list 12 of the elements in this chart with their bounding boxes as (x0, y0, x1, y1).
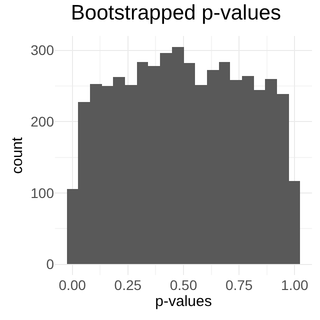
x-tick-label: 0.50 (170, 277, 198, 293)
y-axis-title: count (8, 136, 26, 174)
x-tick-label: 0.00 (58, 277, 86, 293)
chart-title: Bootstrapped p-values (70, 2, 282, 24)
x-axis-title: p-values (155, 293, 212, 310)
y-tick-label: 100 (30, 184, 54, 201)
x-tick-label: 1.00 (281, 277, 308, 293)
y-tick-label: 300 (30, 42, 54, 58)
x-tick-label: 0.75 (225, 277, 253, 293)
y-tick-label: 200 (30, 114, 54, 130)
y-tick-label: 0 (46, 256, 54, 272)
x-tick-label: 0.25 (114, 277, 142, 293)
